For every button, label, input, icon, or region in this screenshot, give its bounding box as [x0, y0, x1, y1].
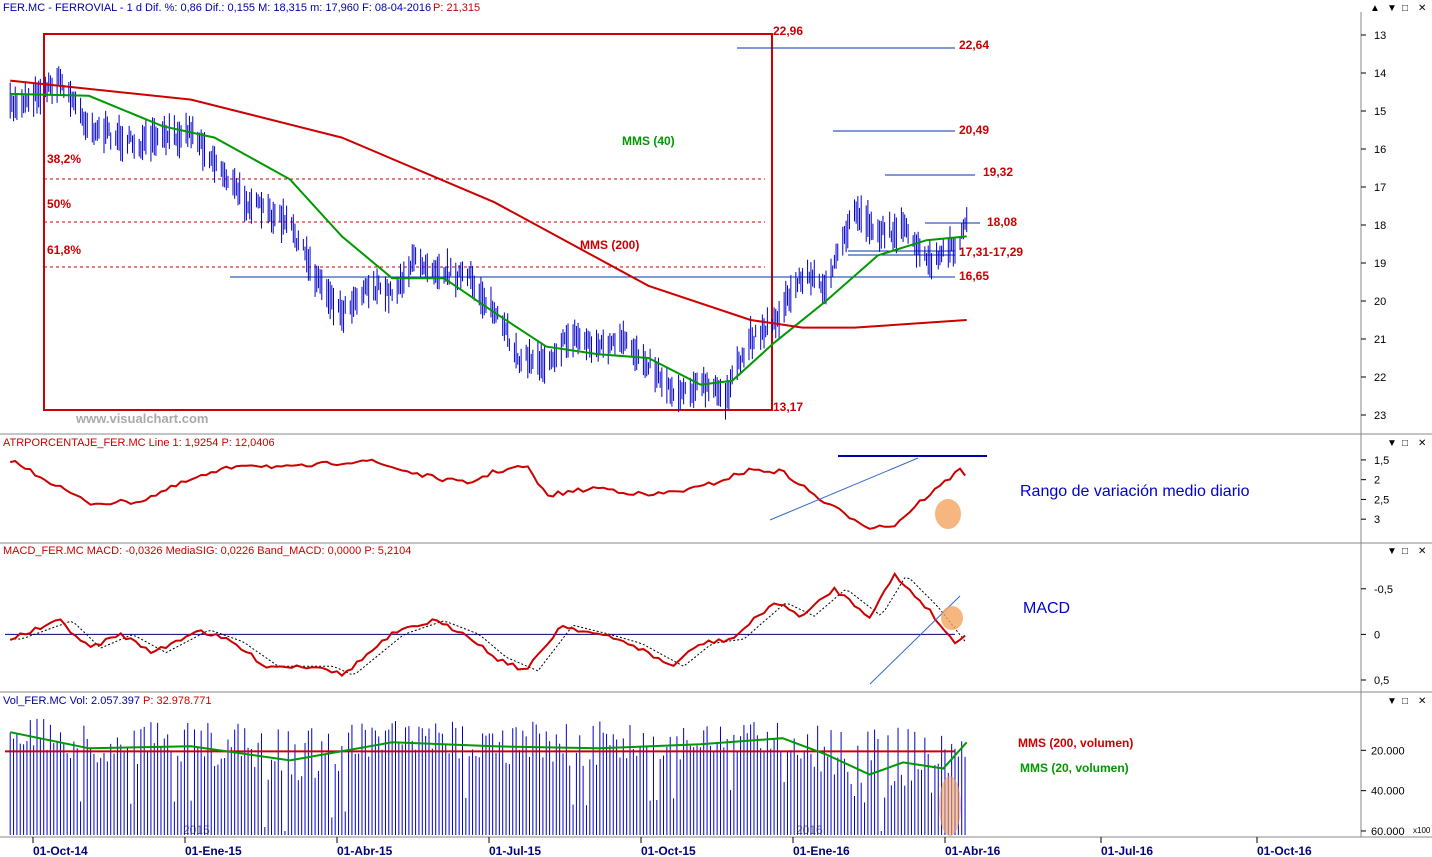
vol-highlight [939, 776, 961, 836]
axes: 23 22 21 20 19 18 17 16 15 14 13 3 2,5 2 1,5 0,5 0 -0,5 60… [32, 30, 1405, 857]
panel-frames [0, 12, 1432, 838]
panel-macd-scroll-button[interactable]: ▼ [1387, 546, 1397, 557]
price-header-p: P: 21,315 [433, 2, 480, 14]
x-tick-label: 01-Oct-15 [641, 844, 696, 857]
y-tick-label: -0,5 [1374, 584, 1393, 596]
close-button[interactable]: ✕ [1418, 3, 1426, 14]
level-label: 19,32 [983, 165, 1013, 179]
volume-bars [9, 718, 966, 835]
y-tick-label: 1,5 [1374, 455, 1389, 467]
fib-label: 38,2% [47, 152, 81, 166]
y-tick-label: 21 [1374, 334, 1386, 346]
y-tick-label: 23 [1374, 410, 1386, 422]
y-tick-label: 2 [1374, 475, 1380, 487]
fib-lines [44, 178, 765, 268]
price-bars [9, 66, 968, 420]
scroll-up-button[interactable]: ▲ [1370, 3, 1380, 14]
level-label: 18,08 [987, 215, 1017, 229]
y-tick-label: 3 [1374, 514, 1380, 526]
atr-title: Rango de variación medio diario [1020, 483, 1250, 500]
y-tick-label: 15 [1374, 106, 1386, 118]
vol-mms20-line [9, 731, 968, 776]
y-tick-label: 16 [1374, 144, 1386, 156]
panel-macd-maximize-button[interactable]: □ [1402, 546, 1408, 557]
mms200-label: MMS (200) [580, 238, 639, 252]
year-mark: 2015 [183, 823, 210, 837]
y-tick-label: 14 [1374, 68, 1386, 80]
panel-atr-close-button[interactable]: ✕ [1418, 438, 1426, 449]
y-tick-label: 19 [1374, 258, 1386, 270]
y-tick-label: 2,5 [1374, 494, 1389, 506]
atr-highlight [935, 499, 961, 529]
x-tick-label: 01-Ene-16 [793, 844, 850, 857]
level-label: 20,49 [959, 123, 989, 137]
vol-mms20-label: MMS (20, volumen) [1020, 761, 1129, 775]
price-header: FER.MC - FERROVIAL - 1 d Dif. %: 0,86 Di… [3, 2, 431, 14]
scroll-down-button[interactable]: ▼ [1387, 3, 1397, 14]
mms40-line [10, 92, 967, 386]
fib-label: 61,8% [47, 243, 81, 257]
level-label: 13,17 [773, 400, 803, 414]
panel-macd-close-button[interactable]: ✕ [1418, 546, 1426, 557]
atr-header: ATRPORCENTAJE_FER.MC Line 1: 1,9254 P: 1… [3, 437, 275, 449]
fib-labels: 38,2% 50% 61,8% [47, 152, 81, 257]
panel-atr-maximize-button[interactable]: □ [1402, 438, 1408, 449]
vol-mms200-label: MMS (200, volumen) [1018, 736, 1133, 750]
maximize-button[interactable]: □ [1402, 3, 1408, 14]
vol-header: Vol_FER.MC Vol: 2.057.397 [3, 695, 140, 707]
y-tick-label: 60.000 [1371, 826, 1405, 838]
series-lines [5, 79, 968, 776]
y-tick-label: 17 [1374, 182, 1386, 194]
macd-line [9, 571, 966, 677]
y-tick-label: 0,5 [1374, 675, 1389, 687]
y-tick-label: 0 [1374, 629, 1380, 641]
level-lines [230, 47, 980, 278]
y-tick-label: 13 [1374, 30, 1386, 42]
level-label: 16,65 [959, 269, 989, 283]
y-tick-label: 22 [1374, 372, 1386, 384]
mms40-label: MMS (40) [622, 134, 675, 148]
level-labels: 22,96 22,64 20,49 19,32 18,08 17,31-17,2… [773, 24, 1023, 414]
x-tick-label: 01-Jul-16 [1101, 844, 1153, 857]
level-label: 22,96 [773, 24, 803, 38]
y-tick-label: 18 [1374, 220, 1386, 232]
macd-header: MACD_FER.MC MACD: -0,0326 MediaSIG: 0,02… [3, 545, 411, 557]
x-tick-label: 01-Ene-15 [185, 844, 242, 857]
x-tick-label: 01-Oct-14 [33, 844, 88, 857]
atr-line [9, 458, 966, 530]
panel-atr-scroll-button[interactable]: ▼ [1387, 438, 1397, 449]
watermark: www.visualchart.com [75, 411, 208, 426]
macd-signal-line [10, 577, 966, 676]
panel-vol-scroll-button[interactable]: ▼ [1387, 696, 1397, 707]
macd-highlight [941, 606, 963, 630]
mms200-line [10, 79, 967, 329]
window-controls: ▲ ▼ □ ✕ ▼ □ ✕ ▼ □ ✕ ▼ □ ✕ [1370, 3, 1426, 707]
y-tick-label: 40.000 [1371, 786, 1405, 798]
y-tick-label: 20 [1374, 296, 1386, 308]
level-label: 22,64 [959, 38, 989, 52]
fib-label: 50% [47, 197, 71, 211]
vol-scale-note: x100 [1413, 826, 1431, 835]
year-mark: 2016 [796, 823, 823, 837]
level-label: 17,31-17,29 [959, 245, 1023, 259]
x-tick-label: 01-Abr-15 [337, 844, 393, 857]
x-tick-label: 01-Jul-15 [489, 844, 541, 857]
y-tick-label: 20.000 [1371, 745, 1405, 757]
panel-vol-close-button[interactable]: ✕ [1418, 696, 1426, 707]
x-tick-label: 01-Abr-16 [945, 844, 1001, 857]
panel-vol-maximize-button[interactable]: □ [1402, 696, 1408, 707]
atr-trend-line [769, 457, 919, 521]
x-tick-label: 01-Oct-16 [1257, 844, 1312, 857]
vol-header-p: P: 32.978.771 [143, 695, 212, 707]
macd-title: MACD [1023, 600, 1070, 617]
